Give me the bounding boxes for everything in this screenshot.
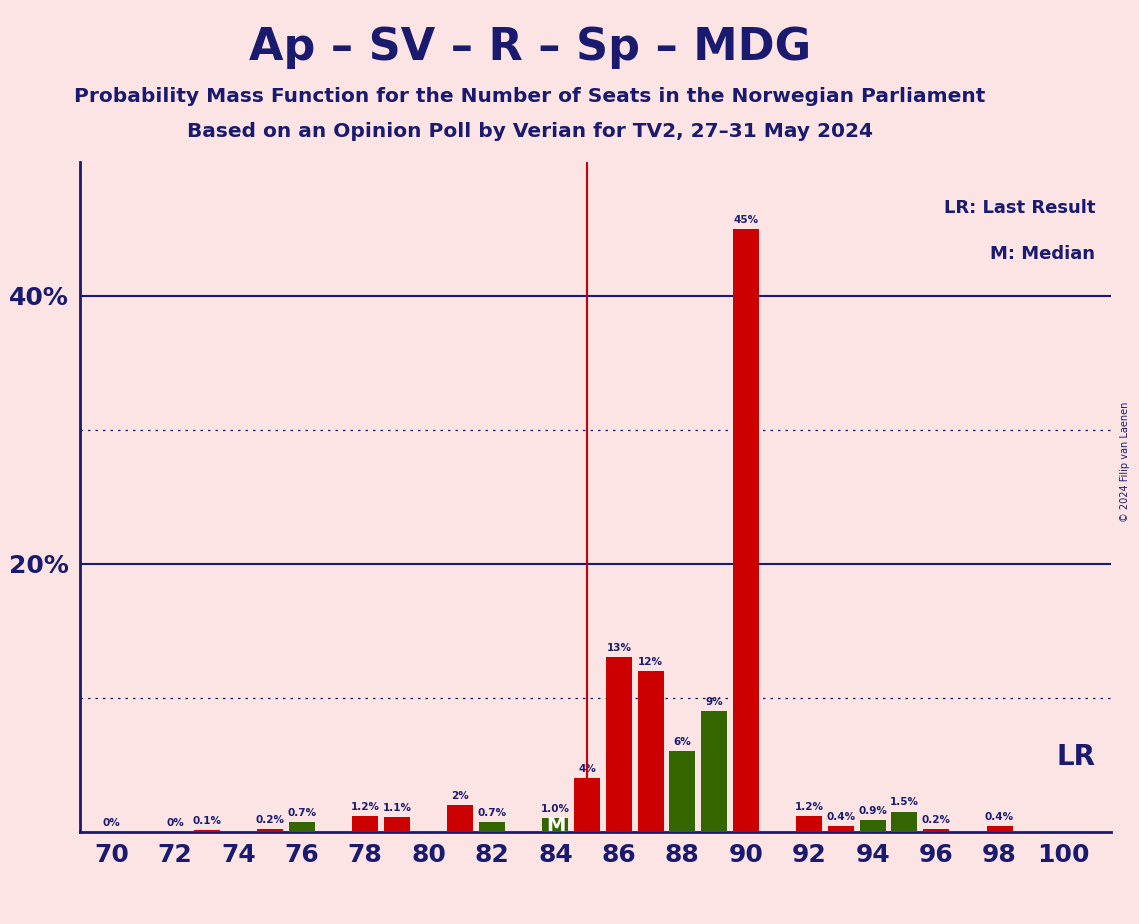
Bar	[480, 822, 505, 832]
Bar	[732, 229, 759, 832]
Text: 4%: 4%	[579, 764, 596, 774]
Bar	[257, 829, 282, 832]
Bar	[638, 671, 664, 832]
Text: 0.2%: 0.2%	[921, 815, 951, 825]
Text: M: M	[546, 816, 565, 835]
Bar	[606, 658, 632, 832]
Bar	[860, 820, 886, 832]
Bar	[542, 819, 568, 832]
Text: Based on an Opinion Poll by Verian for TV2, 27–31 May 2024: Based on an Opinion Poll by Verian for T…	[187, 122, 872, 141]
Text: 1.2%: 1.2%	[795, 801, 823, 811]
Text: 2%: 2%	[451, 791, 469, 801]
Bar	[574, 778, 600, 832]
Bar	[448, 805, 474, 832]
Text: © 2024 Filip van Laenen: © 2024 Filip van Laenen	[1121, 402, 1130, 522]
Bar	[828, 826, 854, 832]
Text: LR: LR	[1056, 743, 1095, 772]
Text: 1.1%: 1.1%	[383, 803, 411, 813]
Text: 1.5%: 1.5%	[890, 797, 919, 808]
Text: 0.7%: 0.7%	[477, 808, 507, 819]
Text: 6%: 6%	[673, 737, 691, 748]
Text: 0.7%: 0.7%	[287, 808, 317, 819]
Bar	[670, 751, 695, 832]
Text: 12%: 12%	[638, 657, 663, 667]
Text: 13%: 13%	[606, 643, 631, 653]
Bar	[923, 829, 949, 832]
Text: Probability Mass Function for the Number of Seats in the Norwegian Parliament: Probability Mass Function for the Number…	[74, 87, 985, 106]
Bar	[702, 711, 727, 832]
Text: 0.4%: 0.4%	[985, 812, 1014, 822]
Text: 9%: 9%	[705, 697, 723, 707]
Text: 1.0%: 1.0%	[541, 804, 570, 814]
Text: 0.2%: 0.2%	[255, 815, 285, 825]
Text: 0%: 0%	[103, 818, 121, 828]
Text: 0.1%: 0.1%	[192, 816, 221, 826]
Text: 1.2%: 1.2%	[351, 801, 379, 811]
Bar	[352, 816, 378, 832]
Bar	[892, 811, 917, 832]
Bar	[986, 826, 1013, 832]
Bar	[194, 831, 220, 832]
Bar	[289, 822, 314, 832]
Text: LR: Last Result: LR: Last Result	[943, 199, 1095, 216]
Bar	[796, 816, 822, 832]
Text: 0.4%: 0.4%	[827, 812, 855, 822]
Text: 0.9%: 0.9%	[858, 806, 887, 816]
Bar	[384, 817, 410, 832]
Text: 45%: 45%	[734, 214, 759, 225]
Text: M: Median: M: Median	[990, 246, 1095, 263]
Text: Ap – SV – R – Sp – MDG: Ap – SV – R – Sp – MDG	[248, 26, 811, 69]
Text: 0%: 0%	[166, 818, 183, 828]
